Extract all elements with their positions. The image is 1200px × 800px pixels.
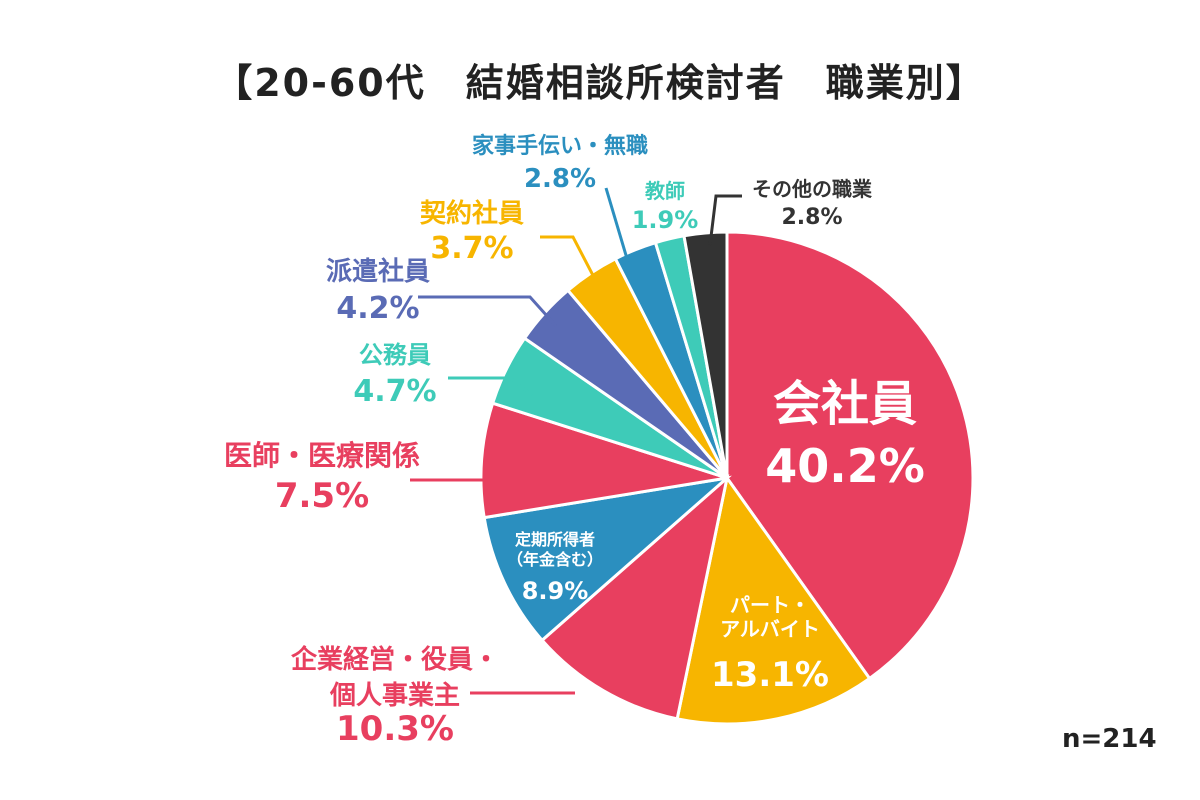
slice-value-label: 4.2%: [336, 291, 419, 326]
slice-label: 公務員: [359, 341, 431, 369]
slice-label: 医師・医療関係: [224, 439, 420, 472]
slice-value-label: 7.5%: [275, 476, 369, 516]
slice-label: 定期所得者（年金含む）: [507, 530, 603, 569]
pie-slice: [682, 230, 729, 479]
slice-label: 会社員: [773, 376, 917, 432]
leader-line: [418, 295, 558, 328]
sample-size-note: n=214: [1062, 724, 1157, 754]
slice-label: 教師: [645, 179, 685, 203]
slice-value-label: 2.8%: [524, 164, 596, 194]
leader-line: [708, 194, 742, 246]
slice-value-label: 40.2%: [765, 439, 925, 493]
slice-label: 契約社員: [419, 198, 524, 229]
pie-slice: [725, 230, 975, 681]
slice-label: 家事手伝い・無職: [472, 133, 648, 159]
leader-line: [604, 187, 630, 263]
pie-slice: [539, 473, 730, 721]
slice-value-label: 3.7%: [430, 231, 513, 266]
slice-value-label: 2.8%: [781, 205, 842, 230]
slice-value-label: 10.3%: [336, 709, 454, 749]
pie-slice: [479, 401, 728, 520]
pie-slice: [482, 475, 732, 643]
slice-value-label: 1.9%: [632, 206, 699, 234]
slice-label: パート・アルバイト: [720, 593, 820, 641]
chart-title: 【20-60代 結婚相談所検討者 職業別】: [214, 61, 986, 105]
slice-value-label: 8.9%: [522, 577, 589, 605]
slice-value-label: 4.7%: [353, 374, 436, 409]
slice-label: その他の職業: [752, 177, 873, 201]
slice-value-label: 13.1%: [711, 655, 829, 695]
slice-label: 企業経営・役員・個人事業主: [291, 644, 499, 711]
slice-label: 派遣社員: [326, 256, 430, 287]
leader-line: [540, 235, 600, 286]
pie-slice: [675, 474, 872, 726]
leader-line: [448, 376, 533, 397]
